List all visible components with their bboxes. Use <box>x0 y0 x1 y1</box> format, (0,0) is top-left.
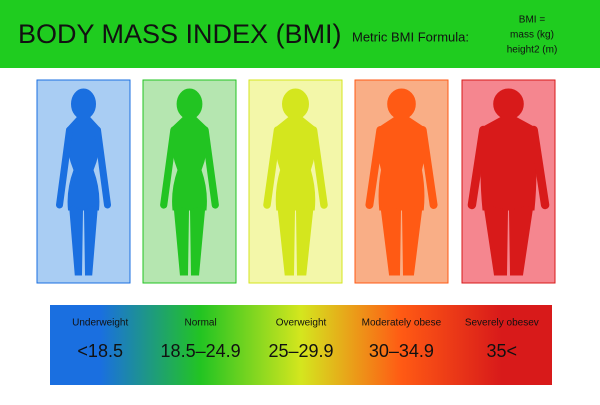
body-figure <box>263 88 328 276</box>
formula-line: BMI = <box>519 15 546 26</box>
panels <box>36 79 556 284</box>
category-label: Severely obesev <box>465 318 539 329</box>
header-bar <box>0 0 600 68</box>
body-figure <box>160 88 219 276</box>
category-range: 30–34.9 <box>369 341 434 361</box>
category-label: Underweight <box>72 318 128 329</box>
category-range: 18.5–24.9 <box>161 341 241 361</box>
category-label: Overweight <box>276 318 327 329</box>
category-label: Normal <box>184 318 216 329</box>
category-range: <18.5 <box>77 341 123 361</box>
scale-labels: Underweight <18.5 Normal 18.5–24.9 Overweigh… <box>72 318 539 361</box>
body-figure <box>56 88 111 276</box>
category-range: 25–29.9 <box>268 341 333 361</box>
body-figure <box>365 88 438 276</box>
title: BODY MASS INDEX (BMI) <box>18 19 342 49</box>
formula-line: mass (kg) <box>510 30 554 41</box>
formula-line: height2 (m) <box>507 45 558 56</box>
formula-label: Metric BMI Formula: <box>352 29 469 44</box>
category-range: 35< <box>487 341 518 361</box>
body-figure <box>467 88 550 276</box>
scale-bar <box>50 305 552 385</box>
category-label: Moderately obese <box>362 318 442 329</box>
